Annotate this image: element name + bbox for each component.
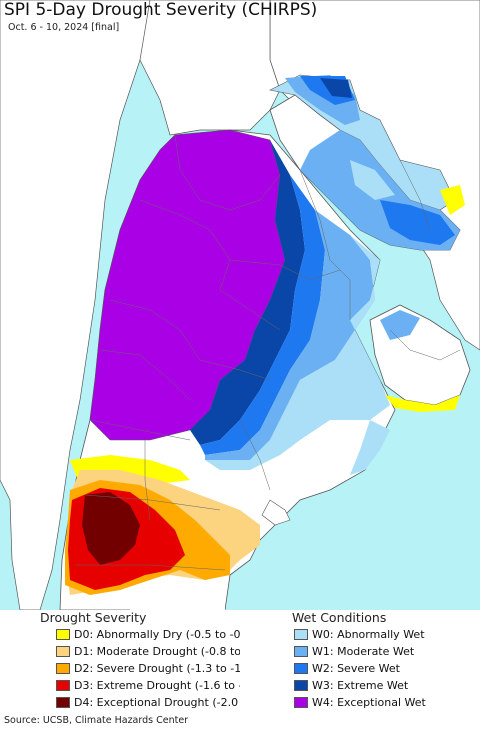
- drought-map: [0, 0, 480, 610]
- legend-item-w4: W4: Exceptional Wet: [294, 695, 426, 710]
- legend-label-d4: D4: Exceptional Drought (-2.0 or less): [74, 696, 282, 709]
- legend-label-w1: W1: Moderate Wet: [312, 645, 415, 658]
- swatch-w1: [294, 646, 308, 657]
- legend-label-d2: D2: Severe Drought (-1.3 to -1.5): [74, 662, 257, 675]
- legend-label-d3: D3: Extreme Drought (-1.6 to -1.9): [74, 679, 265, 692]
- swatch-w4: [294, 697, 308, 708]
- legend-item-w3: W3: Extreme Wet: [294, 678, 408, 693]
- chile-land: [0, 0, 161, 610]
- legend-wet: Wet Conditions W0: Abnormally Wet W1: Mo…: [240, 610, 480, 714]
- swatch-w2: [294, 663, 308, 674]
- w3-region: [190, 140, 305, 445]
- swatch-d4: [56, 697, 70, 708]
- d4-region: [82, 492, 140, 565]
- legend-item-d2: D2: Severe Drought (-1.3 to -1.5): [56, 661, 256, 676]
- legend-label-w4: W4: Exceptional Wet: [312, 696, 426, 709]
- swatch-d1: [56, 646, 70, 657]
- legend-label-d1: D1: Moderate Drought (-0.8 to -1.2): [74, 645, 271, 658]
- swatch-d2: [56, 663, 70, 674]
- source-credit: Source: UCSB, Climate Hazards Center: [4, 715, 189, 726]
- legend-drought-heading: Drought Severity: [40, 610, 147, 625]
- legend-item-w0: W0: Abnormally Wet: [294, 627, 425, 642]
- swatch-w3: [294, 680, 308, 691]
- legend-label-w2: W2: Severe Wet: [312, 662, 400, 675]
- swatch-d0: [56, 629, 70, 640]
- legend-item-d3: D3: Extreme Drought (-1.6 to -1.9): [56, 678, 264, 693]
- legend-label-d0: D0: Abnormally Dry (-0.5 to -0.7): [74, 628, 256, 641]
- legend-wet-heading: Wet Conditions: [292, 610, 387, 625]
- legend-item-w2: W2: Severe Wet: [294, 661, 400, 676]
- bolivia-land: [139, 0, 281, 136]
- w2-region: [200, 175, 325, 455]
- w0-region: [205, 235, 390, 470]
- legend-item-d0: D0: Abnormally Dry (-0.5 to -0.7): [56, 627, 255, 642]
- legend-item-d1: D1: Moderate Drought (-0.8 to -1.2): [56, 644, 270, 659]
- legend-label-w3: W3: Extreme Wet: [312, 679, 409, 692]
- map-title: SPI 5-Day Drought Severity (CHIRPS): [4, 0, 318, 20]
- swatch-w0: [294, 629, 308, 640]
- swatch-d3: [56, 680, 70, 691]
- legend-item-w1: W1: Moderate Wet: [294, 644, 414, 659]
- legend-item-d4: D4: Exceptional Drought (-2.0 or less): [56, 695, 282, 710]
- legend-label-w0: W0: Abnormally Wet: [312, 628, 425, 641]
- legend-drought: Drought Severity D0: Abnormally Dry (-0.…: [0, 610, 282, 714]
- province-borders: [75, 134, 461, 571]
- map-subtitle: Oct. 6 - 10, 2024 [final]: [8, 22, 120, 33]
